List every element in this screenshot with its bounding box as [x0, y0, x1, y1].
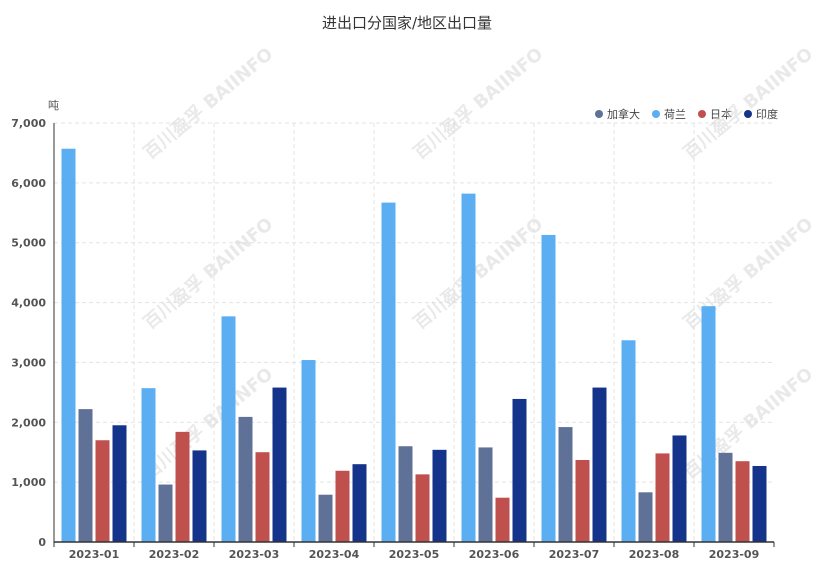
legend-marker	[698, 110, 706, 118]
bar	[638, 492, 653, 542]
y-tick-label: 1,000	[11, 476, 46, 489]
y-tick-label: 4,000	[11, 297, 46, 310]
bar	[78, 409, 93, 542]
x-tick-label: 2023-09	[709, 548, 760, 561]
bar	[495, 497, 510, 542]
bar	[735, 461, 750, 542]
bar	[672, 435, 687, 542]
legend-marker	[652, 110, 660, 118]
x-tick-label: 2023-04	[309, 548, 360, 561]
bar	[512, 398, 527, 542]
bar	[621, 340, 636, 542]
legend-item-japan[interactable]: 日本	[698, 106, 732, 122]
watermark-text: 百川盈孚 BAIINFO	[139, 213, 277, 334]
bar	[112, 425, 127, 542]
x-tick-label: 2023-01	[69, 548, 120, 561]
watermark-text: 百川盈孚 BAIINFO	[679, 43, 814, 164]
bar	[415, 474, 430, 542]
bar	[352, 464, 367, 542]
watermark-text: 百川盈孚 BAIINFO	[139, 43, 277, 164]
y-tick-label: 2,000	[11, 416, 46, 429]
bar	[592, 387, 607, 542]
y-axis-unit: 吨	[48, 99, 59, 112]
legend-item-canada[interactable]: 加拿大	[595, 106, 640, 122]
bar	[541, 234, 556, 542]
watermark-text: 百川盈孚 BAIINFO	[409, 213, 547, 334]
bar	[318, 494, 333, 542]
x-tick-label: 2023-02	[149, 548, 200, 561]
y-tick-label: 6,000	[11, 177, 46, 190]
bar	[752, 465, 767, 542]
bar	[301, 360, 316, 542]
legend-label: 加拿大	[607, 108, 640, 121]
bar	[432, 449, 447, 542]
bar	[158, 484, 173, 542]
x-tick-label: 2023-05	[389, 548, 440, 561]
bar	[461, 193, 476, 543]
bar	[701, 306, 716, 542]
bar	[221, 316, 236, 542]
x-tick-label: 2023-08	[629, 548, 680, 561]
bar	[141, 388, 156, 542]
bar	[175, 431, 190, 542]
watermark-text: 百川盈孚 BAIINFO	[409, 43, 547, 164]
bar	[718, 452, 733, 542]
bar	[272, 387, 287, 542]
legend-marker	[744, 110, 752, 118]
x-tick-label: 2023-06	[469, 548, 520, 561]
x-tick-label: 2023-03	[229, 548, 280, 561]
bar	[575, 459, 590, 542]
x-tick-label: 2023-07	[549, 548, 600, 561]
legend-item-netherlands[interactable]: 荷兰	[652, 106, 686, 122]
bar	[558, 427, 573, 542]
chart-title: 进出口分国家/地区出口量	[321, 14, 493, 32]
legend-label: 荷兰	[664, 108, 686, 121]
legend-item-india[interactable]: 印度	[744, 106, 778, 122]
bar	[61, 148, 76, 542]
watermark-text: 百川盈孚 BAIINFO	[679, 213, 814, 334]
bar	[95, 440, 110, 542]
bar	[478, 447, 493, 542]
y-tick-label: 7,000	[11, 117, 46, 130]
y-tick-label: 5,000	[11, 237, 46, 250]
bar	[655, 453, 670, 542]
y-tick-label: 3,000	[11, 356, 46, 369]
legend-label: 日本	[710, 108, 732, 121]
legend-label: 印度	[756, 108, 778, 121]
bar	[255, 452, 270, 542]
bar	[335, 470, 350, 542]
bar	[192, 450, 207, 542]
bar	[381, 202, 396, 543]
bar	[398, 446, 413, 542]
legend: 加拿大 荷兰 日本 印度	[595, 106, 778, 122]
bar	[238, 416, 253, 542]
legend-marker	[595, 110, 603, 118]
y-tick-label: 0	[38, 536, 46, 549]
